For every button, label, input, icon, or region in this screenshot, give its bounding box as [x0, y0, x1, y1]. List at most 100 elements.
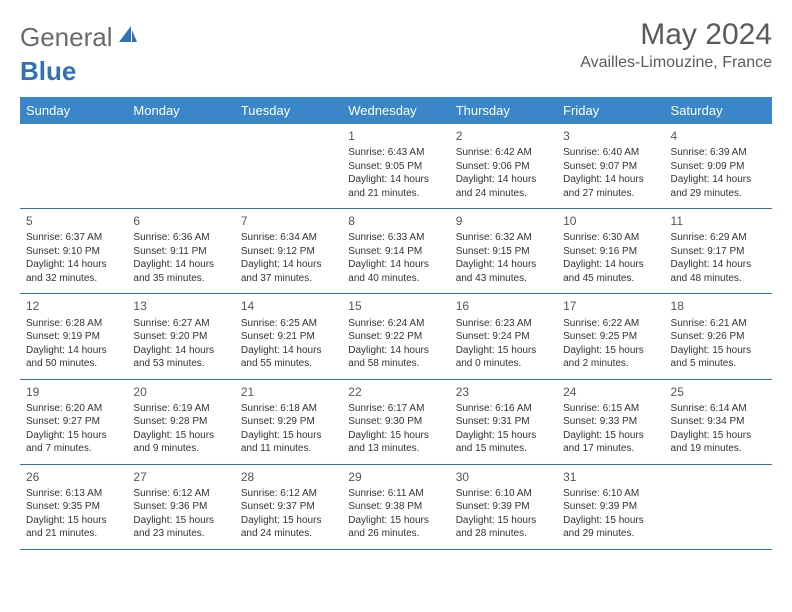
calendar-cell: 21Sunrise: 6:18 AMSunset: 9:29 PMDayligh… — [235, 379, 342, 464]
sunrise-line: Sunrise: 6:21 AM — [671, 317, 766, 331]
daylight-line2: and 23 minutes. — [133, 527, 228, 541]
logo-part1: General — [20, 22, 113, 53]
sunset-line: Sunset: 9:16 PM — [563, 245, 658, 259]
daylight-line1: Daylight: 15 hours — [563, 344, 658, 358]
calendar-cell: 12Sunrise: 6:28 AMSunset: 9:19 PMDayligh… — [20, 294, 127, 379]
day-number: 13 — [133, 298, 228, 314]
sunrise-line: Sunrise: 6:32 AM — [456, 231, 551, 245]
sunset-line: Sunset: 9:31 PM — [456, 415, 551, 429]
day-number: 9 — [456, 213, 551, 229]
sunrise-line: Sunrise: 6:27 AM — [133, 317, 228, 331]
calendar-header-row: SundayMondayTuesdayWednesdayThursdayFrid… — [20, 97, 772, 124]
daylight-line2: and 26 minutes. — [348, 527, 443, 541]
sunset-line: Sunset: 9:33 PM — [563, 415, 658, 429]
calendar-cell: 8Sunrise: 6:33 AMSunset: 9:14 PMDaylight… — [342, 209, 449, 294]
sunset-line: Sunset: 9:07 PM — [563, 160, 658, 174]
daylight-line2: and 11 minutes. — [241, 442, 336, 456]
logo: General — [20, 22, 141, 53]
day-number: 1 — [348, 128, 443, 144]
daylight-line2: and 58 minutes. — [348, 357, 443, 371]
day-number: 11 — [671, 213, 766, 229]
sunset-line: Sunset: 9:35 PM — [26, 500, 121, 514]
sunset-line: Sunset: 9:21 PM — [241, 330, 336, 344]
day-number: 3 — [563, 128, 658, 144]
day-number: 21 — [241, 384, 336, 400]
daylight-line1: Daylight: 14 hours — [26, 344, 121, 358]
sunrise-line: Sunrise: 6:14 AM — [671, 402, 766, 416]
daylight-line2: and 27 minutes. — [563, 187, 658, 201]
weekday-header: Wednesday — [342, 97, 449, 124]
day-number: 10 — [563, 213, 658, 229]
sunset-line: Sunset: 9:05 PM — [348, 160, 443, 174]
calendar-cell: 6Sunrise: 6:36 AMSunset: 9:11 PMDaylight… — [127, 209, 234, 294]
day-number: 24 — [563, 384, 658, 400]
sunset-line: Sunset: 9:15 PM — [456, 245, 551, 259]
day-number: 12 — [26, 298, 121, 314]
sunrise-line: Sunrise: 6:24 AM — [348, 317, 443, 331]
calendar-cell: 17Sunrise: 6:22 AMSunset: 9:25 PMDayligh… — [557, 294, 664, 379]
daylight-line1: Daylight: 14 hours — [671, 173, 766, 187]
title-block: May 2024 Availles-Limouzine, France — [580, 18, 772, 72]
day-number: 16 — [456, 298, 551, 314]
calendar-table: SundayMondayTuesdayWednesdayThursdayFrid… — [20, 97, 772, 550]
sunrise-line: Sunrise: 6:33 AM — [348, 231, 443, 245]
daylight-line1: Daylight: 14 hours — [563, 258, 658, 272]
sunset-line: Sunset: 9:34 PM — [671, 415, 766, 429]
daylight-line2: and 2 minutes. — [563, 357, 658, 371]
daylight-line1: Daylight: 15 hours — [348, 429, 443, 443]
day-number: 31 — [563, 469, 658, 485]
day-number: 2 — [456, 128, 551, 144]
calendar-week-row: 26 Sunrise: 6:13 AMSunset: 9:35 PM Dayligh… — [20, 464, 772, 549]
daylight-line2: and 24 minutes. — [456, 187, 551, 201]
sunset-line: Sunset: 9:19 PM — [26, 330, 121, 344]
day-number: 14 — [241, 298, 336, 314]
day-number: 19 — [26, 384, 121, 400]
daylight-line1: Daylight: 14 hours — [348, 344, 443, 358]
sunrise-line: Sunrise: 6:20 AM — [26, 402, 121, 416]
sunset-line: Sunset: 9:17 PM — [671, 245, 766, 259]
sunset-line: Sunset: 9:37 PM — [241, 500, 336, 514]
daylight-line2: and 48 minutes. — [671, 272, 766, 286]
sunrise-line: Sunrise: 6:17 AM — [348, 402, 443, 416]
weekday-header: Monday — [127, 97, 234, 124]
calendar-cell: 10Sunrise: 6:30 AMSunset: 9:16 PMDayligh… — [557, 209, 664, 294]
sunset-line: Sunset: 9:26 PM — [671, 330, 766, 344]
calendar-cell: 15Sunrise: 6:24 AMSunset: 9:22 PMDayligh… — [342, 294, 449, 379]
day-number: 26 — [26, 469, 121, 485]
calendar-cell: 5Sunrise: 6:37 AMSunset: 9:10 PMDaylight… — [20, 209, 127, 294]
month-title: May 2024 — [580, 18, 772, 52]
daylight-line1: Daylight: 14 hours — [348, 258, 443, 272]
calendar-cell: 31Sunrise: 6:10 AMSunset: 9:39 PMDayligh… — [557, 464, 664, 549]
daylight-line1: Daylight: 15 hours — [26, 429, 121, 443]
sunrise-line: Sunrise: 6:16 AM — [456, 402, 551, 416]
sunrise-line: Sunrise: 6:13 AM — [26, 487, 121, 501]
calendar-cell: 25Sunrise: 6:14 AMSunset: 9:34 PMDayligh… — [665, 379, 772, 464]
sunset-line: Sunset: 9:09 PM — [671, 160, 766, 174]
sunrise-line: Sunrise: 6:12 AM — [133, 487, 228, 501]
daylight-line2: and 37 minutes. — [241, 272, 336, 286]
weekday-header: Friday — [557, 97, 664, 124]
daylight-line2: and 9 minutes. — [133, 442, 228, 456]
calendar-cell: 4Sunrise: 6:39 AMSunset: 9:09 PMDaylight… — [665, 124, 772, 209]
daylight-line1: Daylight: 14 hours — [456, 173, 551, 187]
day-number: 22 — [348, 384, 443, 400]
daylight-line1: Daylight: 15 hours — [348, 514, 443, 528]
calendar-cell: 14Sunrise: 6:25 AMSunset: 9:21 PMDayligh… — [235, 294, 342, 379]
sunrise-line: Sunrise: 6:37 AM — [26, 231, 121, 245]
daylight-line2: and 45 minutes. — [563, 272, 658, 286]
daylight-line2: and 15 minutes. — [456, 442, 551, 456]
day-number: 25 — [671, 384, 766, 400]
calendar-cell: 27Sunrise: 6:12 AMSunset: 9:36 PMDayligh… — [127, 464, 234, 549]
day-number: 30 — [456, 469, 551, 485]
sunrise-line: Sunrise: 6:36 AM — [133, 231, 228, 245]
sunrise-line: Sunrise: 6:25 AM — [241, 317, 336, 331]
daylight-line2: and 28 minutes. — [456, 527, 551, 541]
day-number: 18 — [671, 298, 766, 314]
sunrise-line: Sunrise: 6:10 AM — [456, 487, 551, 501]
sunset-line: Sunset: 9:25 PM — [563, 330, 658, 344]
calendar-cell: 29Sunrise: 6:11 AMSunset: 9:38 PMDayligh… — [342, 464, 449, 549]
calendar-cell: 9Sunrise: 6:32 AMSunset: 9:15 PMDaylight… — [450, 209, 557, 294]
calendar-cell: 1Sunrise: 6:43 AMSunset: 9:05 PMDaylight… — [342, 124, 449, 209]
calendar-cell: 26Sunrise: 6:13 AMSunset: 9:35 PMDayligh… — [20, 464, 127, 549]
sunset-line: Sunset: 9:29 PM — [241, 415, 336, 429]
